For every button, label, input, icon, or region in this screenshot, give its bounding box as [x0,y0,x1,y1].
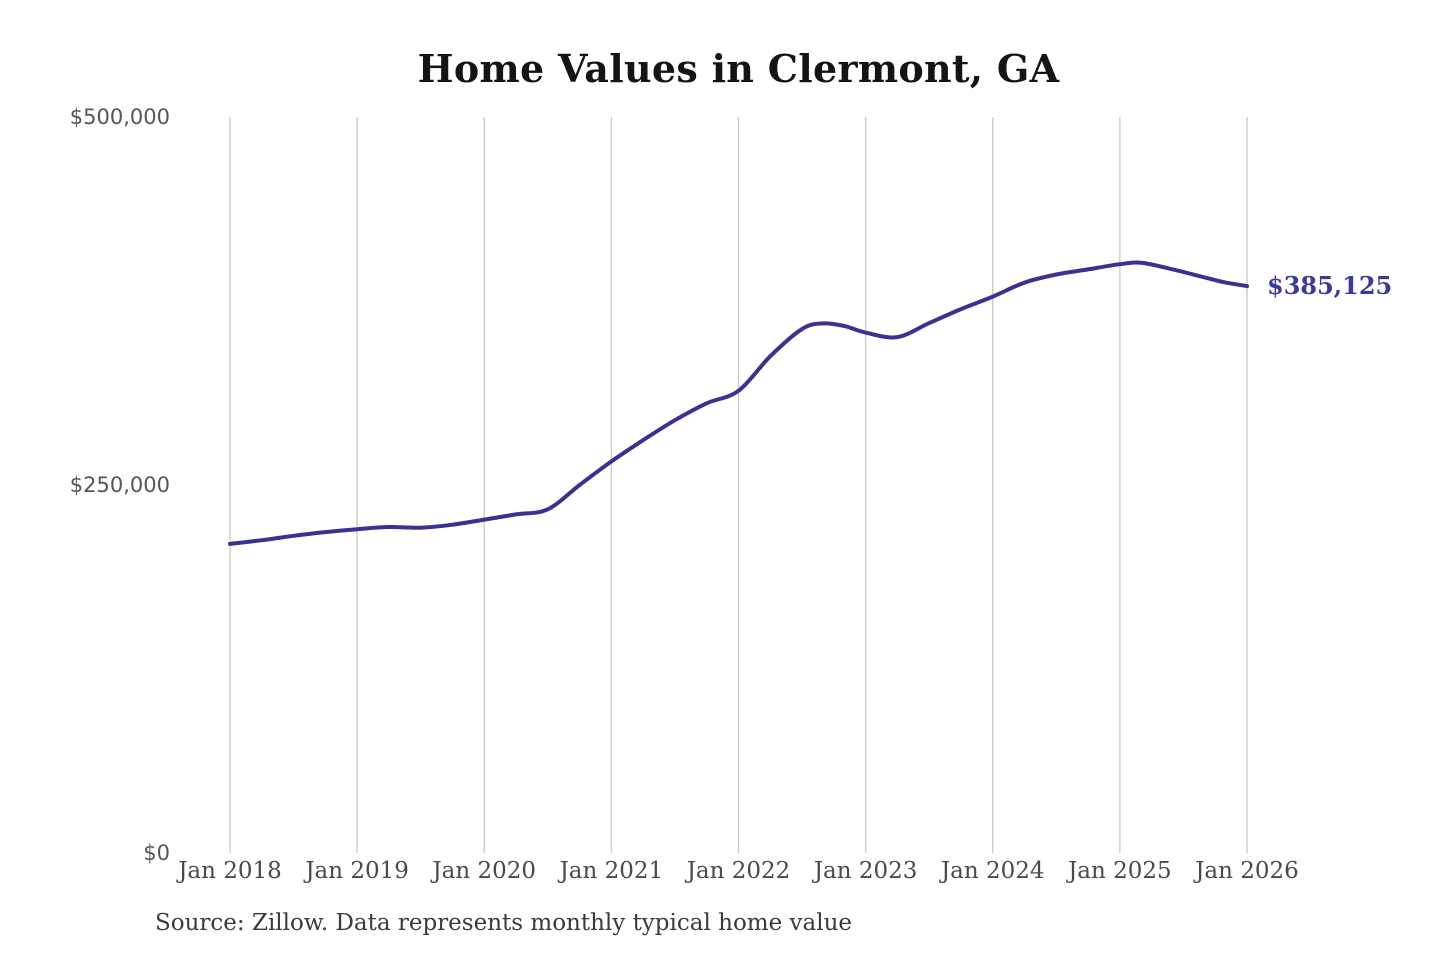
x-tick-label: Jan 2021 [559,858,664,884]
x-tick-label: Jan 2020 [432,858,537,884]
latest-value-label: $385,125 [1267,271,1393,301]
y-tick-label: $250,000 [69,473,170,497]
x-tick-label: Jan 2019 [305,858,409,884]
x-tick-label: Jan 2024 [940,858,1045,884]
x-tick-label: Jan 2026 [1195,858,1299,884]
x-tick-label: Jan 2025 [1068,858,1172,884]
home-value-line [228,260,1249,546]
gridlines [229,117,1248,853]
source-note: Source: Zillow. Data represents monthly … [155,910,853,936]
x-tick-label: Jan 2022 [686,858,791,884]
chart-title: Home Values in Clermont, GA [417,46,1060,91]
y-tick-label: $0 [143,841,170,865]
x-tick-label: Jan 2018 [178,858,282,884]
x-tick-label: Jan 2023 [813,858,918,884]
y-tick-label: $500,000 [69,105,170,129]
